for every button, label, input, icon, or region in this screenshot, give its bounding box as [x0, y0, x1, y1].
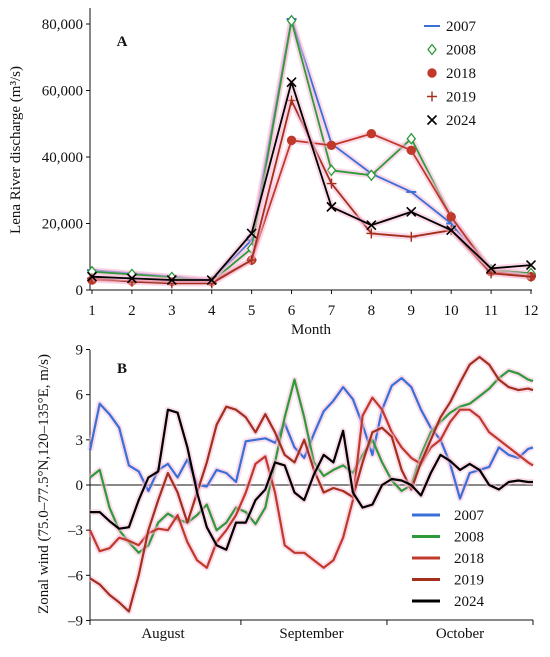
y-tick-label: 0	[76, 478, 84, 494]
y-tick-label: 80,000	[42, 17, 83, 33]
x-tick-label: 9	[408, 303, 416, 319]
data-point	[406, 206, 417, 217]
series-glow-2018	[91, 130, 532, 285]
legend-label: 2008	[446, 43, 476, 59]
data-point	[326, 140, 337, 151]
data-point	[526, 271, 536, 282]
data-point	[406, 132, 417, 145]
series-line-2018	[91, 132, 532, 283]
series-line-2018	[89, 396, 534, 569]
data-point	[86, 271, 98, 282]
x-tick-label: 8	[368, 303, 376, 319]
x-tick-label: 6	[288, 303, 296, 319]
y-tick-label: 3	[76, 433, 84, 449]
data-point	[286, 135, 297, 146]
data-point	[446, 212, 456, 222]
panel-label: B	[117, 361, 127, 377]
data-point	[326, 178, 337, 189]
series-glow-2024	[91, 79, 532, 283]
y-tick-label: –9	[67, 614, 83, 630]
x-axis-label: Month	[291, 322, 332, 338]
series-2018	[87, 394, 535, 571]
data-point	[366, 129, 377, 139]
y-tick-label: –6	[67, 568, 84, 584]
series-line-2024	[91, 81, 532, 281]
legend-label: 2024	[446, 113, 477, 129]
series-2024	[86, 77, 537, 286]
data-point	[366, 169, 377, 182]
panel-b-zonal-wind-chart: –9 –6 –3 0 3 6 9 August September October Zonal wi…	[36, 343, 535, 642]
month-label: October	[436, 626, 484, 642]
data-point	[406, 231, 417, 242]
legend-label: 2007	[454, 508, 485, 524]
series-line-2024	[90, 408, 533, 551]
x-tick-label: 10	[444, 303, 459, 319]
data-point	[246, 228, 257, 239]
x-tick-label: 7	[328, 303, 336, 319]
data-point	[406, 145, 416, 156]
legend-a: 2007 2008 2018 2019 2024	[424, 19, 477, 129]
legend-label: 2018	[446, 66, 476, 82]
data-point	[366, 220, 377, 231]
data-point	[166, 274, 177, 286]
data-point	[427, 68, 437, 78]
y-axis-label: Lena River discharge (m³/s)	[8, 66, 24, 234]
data-point	[486, 263, 497, 274]
series-line-2007	[88, 377, 534, 500]
data-point	[427, 43, 437, 56]
data-point	[206, 274, 217, 286]
data-point	[286, 77, 297, 88]
series-2007	[87, 375, 534, 502]
y-tick-label: 40,000	[42, 150, 83, 166]
y-tick-label: –3	[67, 523, 83, 539]
legend-label: 2019	[454, 573, 484, 589]
y-tick-label: 60,000	[42, 84, 83, 100]
y-tick-label: 0	[76, 283, 84, 299]
series-2024	[90, 406, 533, 553]
data-point	[326, 201, 337, 212]
data-point	[525, 259, 537, 271]
x-tick-label: 12	[524, 303, 539, 319]
data-point	[366, 228, 377, 239]
month-label: September	[279, 626, 343, 642]
legend-b: 2007 2008 2018 2019 2024	[412, 508, 485, 610]
legend-label: 2007	[446, 19, 477, 35]
legend-label: 2019	[446, 90, 476, 106]
x-tick-label: 3	[168, 303, 176, 319]
data-point	[427, 91, 437, 102]
legend-label: 2024	[454, 594, 485, 610]
y-axis-label: Zonal wind (75.0–77.5°N,120–135°E, m/s)	[36, 354, 52, 614]
legend-label: 2008	[454, 530, 484, 546]
x-tick-label: 2	[128, 303, 136, 319]
x-tick-label: 11	[484, 303, 498, 319]
data-point	[446, 225, 457, 236]
data-point	[126, 273, 137, 284]
x-tick-label: 1	[88, 303, 96, 319]
data-point	[426, 114, 438, 126]
data-point	[246, 255, 257, 266]
y-tick-label: 6	[76, 388, 84, 404]
data-point	[286, 14, 297, 27]
panel-label: A	[117, 34, 128, 50]
y-tick-label: 20,000	[42, 217, 83, 233]
x-tick-label: 5	[248, 303, 256, 319]
y-tick-label: 9	[76, 343, 84, 359]
month-label: August	[141, 626, 185, 642]
legend-label: 2018	[454, 551, 484, 567]
x-tick-label: 4	[208, 303, 216, 319]
